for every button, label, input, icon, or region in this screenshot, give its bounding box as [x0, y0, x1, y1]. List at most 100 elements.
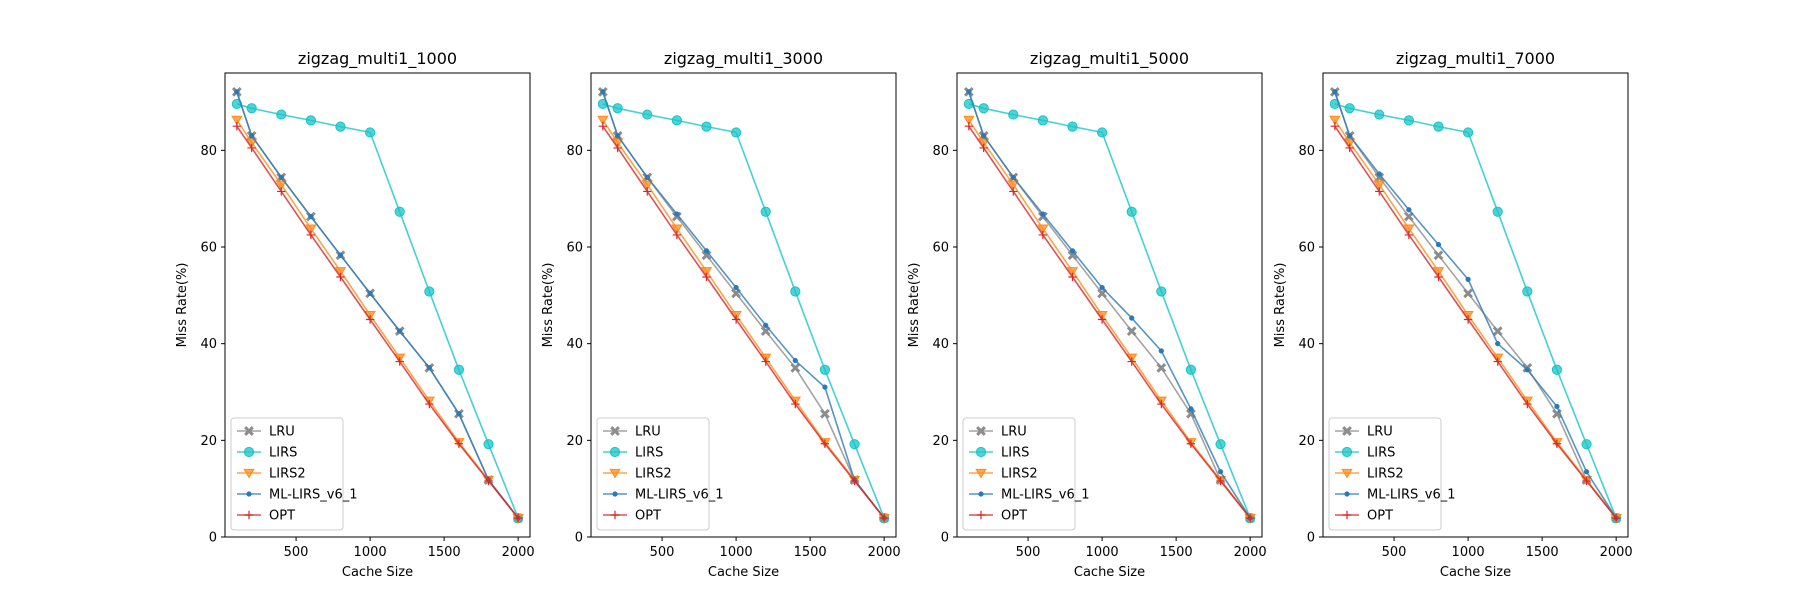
- series-opt: [232, 121, 523, 523]
- data-point-ml-lirs-v6-1: [1583, 469, 1590, 475]
- legend-label-opt: OPT: [269, 509, 295, 524]
- legend-label-lirs: LIRS: [635, 446, 663, 461]
- data-point-lirs: [1581, 439, 1592, 450]
- data-point-opt: [1157, 399, 1166, 409]
- legend-marker-lirs2: [609, 468, 621, 479]
- data-point-ml-lirs-v6-1: [308, 213, 314, 220]
- legend: LRU LIRS LIRS2 ML-LIRS_v6_1 OPT: [1328, 417, 1456, 531]
- data-point-opt: [1038, 230, 1048, 240]
- data-point-lru: [1186, 408, 1196, 419]
- data-point-lirs: [335, 121, 346, 132]
- data-point-ml-lirs-v6-1: [337, 252, 344, 258]
- y-tick-label: 20: [932, 434, 949, 449]
- x-tick-label: 500: [650, 545, 675, 560]
- y-axis-label: Miss Rate(%): [175, 263, 190, 348]
- data-point-ml-lirs-v6-1: [1069, 248, 1076, 254]
- data-point-ml-lirs-v6-1: [456, 411, 462, 417]
- legend-label-opt: OPT: [1001, 509, 1027, 524]
- legend-label-lru: LRU: [1367, 425, 1393, 440]
- x-tick-label: 2000: [868, 545, 901, 560]
- data-point-ml-lirs-v6-1: [234, 89, 240, 95]
- data-point-opt: [643, 187, 652, 196]
- data-point-lru: [1433, 250, 1444, 261]
- data-point-lru: [1067, 250, 1078, 261]
- data-point-opt: [731, 315, 741, 324]
- data-point-opt: [306, 230, 316, 240]
- data-point-opt: [979, 143, 988, 153]
- legend-marker-lirs: [975, 446, 987, 458]
- data-point-ml-lirs-v6-1: [733, 284, 739, 291]
- data-point-opt: [1245, 513, 1255, 523]
- data-point-lirs: [1037, 115, 1048, 126]
- x-tick-label: 2000: [502, 545, 535, 560]
- legend-marker-opt: [1342, 510, 1352, 520]
- subplot-1: zigzag_multi1_1000 500 1000 1500 2000 0 20 40 60…: [175, 49, 535, 580]
- data-point-lirs2: [671, 224, 683, 235]
- legend-label-lru: LRU: [635, 425, 661, 440]
- legend-label-opt: OPT: [1367, 509, 1393, 524]
- legend: LRU LIRS LIRS2 ML-LIRS_v6_1 OPT: [596, 417, 724, 531]
- data-point-opt: [1186, 439, 1196, 448]
- legend-label-lru: LRU: [1001, 425, 1027, 440]
- data-point-lirs: [424, 286, 435, 297]
- legend-marker-lru: [244, 426, 254, 436]
- data-point-lirs: [819, 364, 831, 375]
- data-point-opt: [702, 272, 711, 282]
- y-tick-label: 60: [200, 241, 217, 256]
- data-point-lirs: [1374, 109, 1385, 120]
- legend-marker-lirs2: [243, 468, 255, 479]
- legend-box: [230, 417, 344, 531]
- data-point-lru: [1492, 326, 1503, 336]
- data-point-opt: [232, 121, 242, 131]
- data-point-ml-lirs-v6-1: [1332, 89, 1338, 95]
- data-point-lirs: [671, 115, 682, 126]
- legend-marker-opt: [610, 510, 620, 520]
- data-point-ml-lirs-v6-1: [615, 133, 621, 139]
- data-point-lirs2: [1432, 267, 1445, 277]
- legend-marker-lirs2: [1341, 468, 1353, 479]
- data-point-lirs: [1492, 206, 1503, 217]
- series-lirs: [963, 98, 1256, 524]
- data-point-opt: [395, 357, 404, 366]
- data-point-lirs2: [1037, 224, 1049, 235]
- y-tick-label: 0: [941, 531, 949, 546]
- data-point-ml-lirs-v6-1: [1435, 241, 1442, 248]
- data-point-lirs: [1126, 206, 1137, 217]
- series-opt: [964, 121, 1255, 523]
- data-point-lirs2: [700, 267, 713, 277]
- data-point-opt: [964, 121, 974, 131]
- chart-title: zigzag_multi1_5000: [1030, 49, 1189, 69]
- y-tick-label: 40: [566, 337, 583, 352]
- data-point-opt: [484, 476, 493, 486]
- data-point-lru: [1404, 211, 1414, 222]
- y-tick-label: 40: [932, 337, 949, 352]
- chart-title: zigzag_multi1_3000: [664, 49, 823, 69]
- data-point-opt: [672, 230, 682, 240]
- data-point-lru: [1126, 326, 1137, 336]
- series-lirs: [1329, 98, 1622, 524]
- data-point-lirs: [246, 103, 257, 114]
- data-point-ml-lirs-v6-1: [1129, 315, 1135, 321]
- data-point-ml-lirs-v6-1: [1010, 174, 1016, 181]
- data-point-lirs: [276, 109, 287, 120]
- x-tick-label: 1500: [1160, 545, 1193, 560]
- legend-marker-lirs: [243, 446, 255, 458]
- data-point-lirs: [453, 364, 465, 375]
- y-tick-label: 0: [575, 531, 583, 546]
- x-tick-label: 500: [284, 545, 309, 560]
- data-point-lirs: [364, 127, 376, 138]
- legend-box: [1328, 417, 1442, 531]
- legend-marker-lru: [610, 426, 620, 436]
- y-axis-label: Miss Rate(%): [1273, 263, 1288, 348]
- data-point-opt: [1330, 121, 1340, 131]
- data-point-lirs: [1185, 364, 1197, 375]
- legend: LRU LIRS LIRS2 ML-LIRS_v6_1 OPT: [230, 417, 358, 531]
- x-axis-label: Cache Size: [1440, 565, 1511, 580]
- data-point-lirs2: [1066, 267, 1079, 277]
- legend-marker-opt: [976, 510, 986, 520]
- data-point-lirs: [394, 206, 405, 217]
- y-tick-label: 20: [200, 434, 217, 449]
- y-axis-label: Miss Rate(%): [907, 263, 922, 348]
- y-tick-label: 80: [200, 144, 217, 159]
- data-point-opt: [365, 315, 375, 324]
